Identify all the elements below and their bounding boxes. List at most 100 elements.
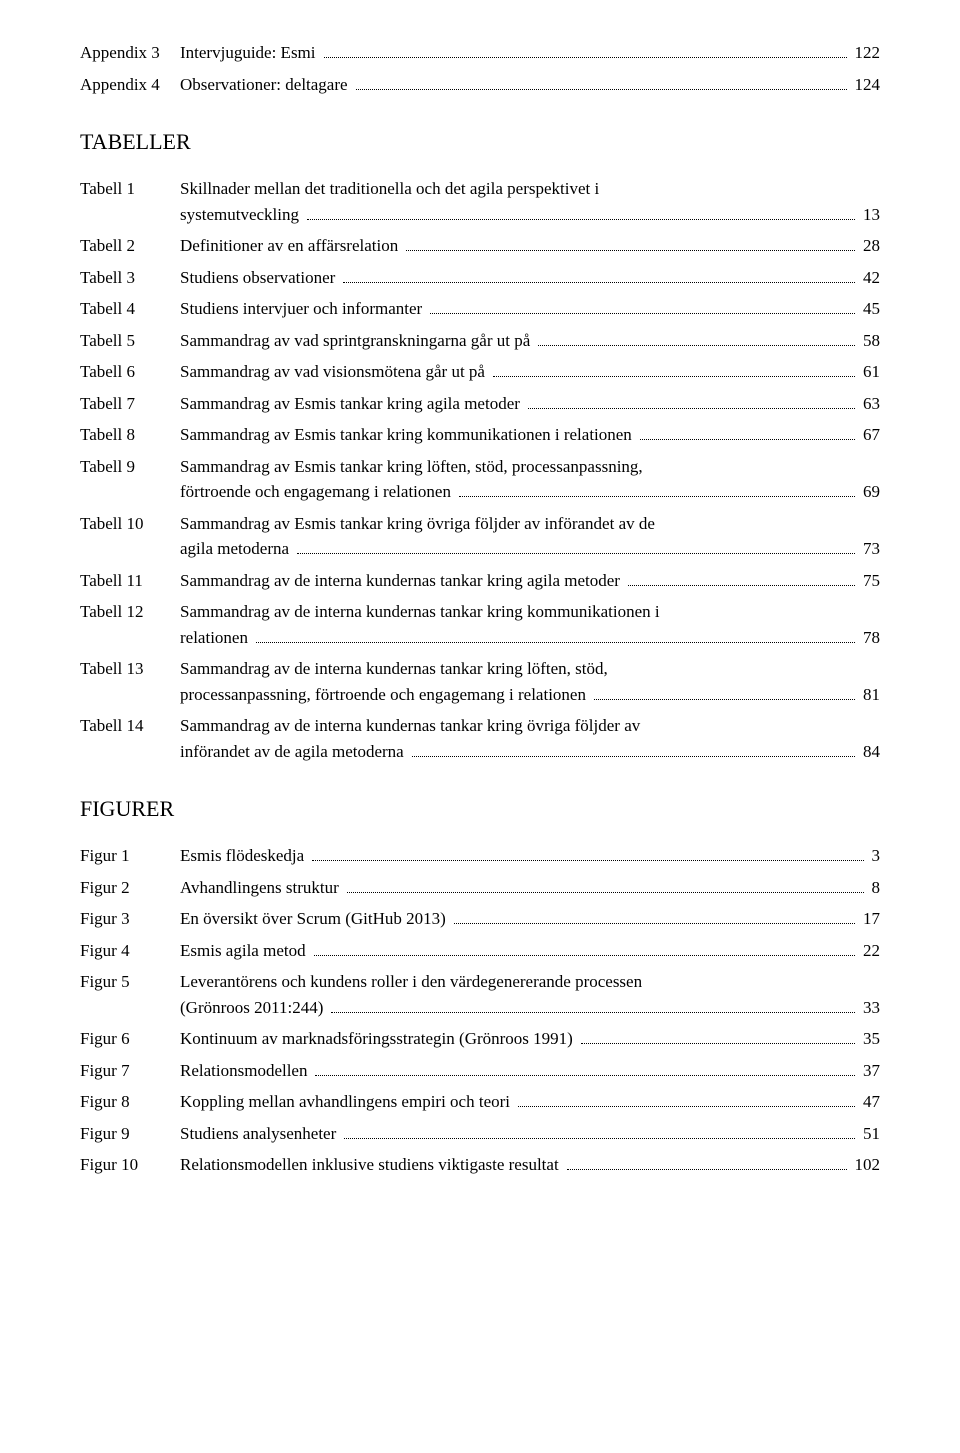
toc-label: Figur 8 xyxy=(80,1089,180,1115)
toc-leader xyxy=(594,699,855,700)
toc-row: Figur 2Avhandlingens struktur8 xyxy=(80,875,880,901)
toc-row: Tabell 13Sammandrag av de interna kunder… xyxy=(80,656,880,707)
toc-desc-line2-wrap: införandet av de agila metoderna 84 xyxy=(180,739,880,765)
toc-label: Tabell 13 xyxy=(80,656,180,682)
toc-leader xyxy=(331,1012,855,1013)
toc-leader xyxy=(343,282,855,283)
toc-label: Figur 3 xyxy=(80,906,180,932)
toc-leader xyxy=(454,923,855,924)
toc-row: Figur 4Esmis agila metod22 xyxy=(80,938,880,964)
toc-page: 124 xyxy=(851,72,881,98)
toc-page: 51 xyxy=(859,1121,880,1147)
toc-desc-line1: Sammandrag av de interna kundernas tanka… xyxy=(180,656,880,682)
toc-row: Figur 3En översikt över Scrum (GitHub 20… xyxy=(80,906,880,932)
toc-desc-wrap: Esmis flödeskedja3 xyxy=(180,843,880,869)
toc-desc-wrap: Sammandrag av vad visionsmötena går ut p… xyxy=(180,359,880,385)
toc-label: Tabell 7 xyxy=(80,391,180,417)
toc-desc: Relationsmodellen xyxy=(180,1058,311,1084)
toc-desc: Studiens observationer xyxy=(180,265,339,291)
toc-label: Figur 1 xyxy=(80,843,180,869)
toc-page: 45 xyxy=(859,296,880,322)
toc-leader xyxy=(567,1169,847,1170)
toc-desc-wrap: Sammandrag av de interna kundernas tanka… xyxy=(180,599,880,650)
toc-desc-line2-wrap: systemutveckling13 xyxy=(180,202,880,228)
toc-label: Tabell 3 xyxy=(80,265,180,291)
toc-page: 28 xyxy=(859,233,880,259)
toc-leader xyxy=(640,439,855,440)
toc-page: 84 xyxy=(859,739,880,765)
toc-desc-line2: processanpassning, förtroende och engage… xyxy=(180,682,590,708)
toc-desc: Relationsmodellen inklusive studiens vik… xyxy=(180,1152,563,1178)
toc-leader xyxy=(356,89,847,90)
toc-leader xyxy=(307,219,855,220)
toc-page: 13 xyxy=(859,202,880,228)
toc-desc: Sammandrag av vad visionsmötena går ut p… xyxy=(180,359,489,385)
figurer-list: Figur 1Esmis flödeskedja3 Figur 2Avhandli… xyxy=(80,843,880,1178)
toc-page: 69 xyxy=(859,479,880,505)
toc-desc: Sammandrag av de interna kundernas tanka… xyxy=(180,568,624,594)
toc-leader xyxy=(493,376,855,377)
toc-desc-wrap: Avhandlingens struktur8 xyxy=(180,875,880,901)
toc-leader xyxy=(344,1138,855,1139)
toc-desc-wrap: En översikt över Scrum (GitHub 2013)17 xyxy=(180,906,880,932)
toc-row: Figur 8Koppling mellan avhandlingens emp… xyxy=(80,1089,880,1115)
toc-page: 3 xyxy=(868,843,881,869)
toc-page: 33 xyxy=(859,995,880,1021)
toc-page: 17 xyxy=(859,906,880,932)
toc-leader xyxy=(581,1043,855,1044)
toc-desc-line2-wrap: (Grönroos 2011:244) 33 xyxy=(180,995,880,1021)
appendix-list: Appendix 3 Intervjuguide: Esmi 122 Appen… xyxy=(80,40,880,97)
toc-page: 122 xyxy=(851,40,881,66)
toc-desc-wrap: Definitioner av en affärsrelation28 xyxy=(180,233,880,259)
toc-page: 58 xyxy=(859,328,880,354)
toc-page: 37 xyxy=(859,1058,880,1084)
toc-desc: Sammandrag av Esmis tankar kring kommuni… xyxy=(180,422,636,448)
toc-page: 78 xyxy=(859,625,880,651)
toc-desc-wrap: Sammandrag av Esmis tankar kring agila m… xyxy=(180,391,880,417)
toc-desc-wrap: Sammandrag av de interna kundernas tanka… xyxy=(180,656,880,707)
toc-desc-line1: Skillnader mellan det traditionella och … xyxy=(180,176,880,202)
toc-desc-wrap: Sammandrag av Esmis tankar kring övriga … xyxy=(180,511,880,562)
toc-row: Tabell 7Sammandrag av Esmis tankar kring… xyxy=(80,391,880,417)
toc-desc-wrap: Sammandrag av de interna kundernas tanka… xyxy=(180,713,880,764)
toc-row: Figur 9Studiens analysenheter51 xyxy=(80,1121,880,1147)
toc-row: Tabell 14Sammandrag av de interna kunder… xyxy=(80,713,880,764)
toc-label: Tabell 4 xyxy=(80,296,180,322)
toc-leader xyxy=(347,892,864,893)
toc-desc: Sammandrag av vad sprintgranskningarna g… xyxy=(180,328,534,354)
toc-row: Tabell 5Sammandrag av vad sprintgranskni… xyxy=(80,328,880,354)
heading-tabeller: TABELLER xyxy=(80,125,880,158)
toc-desc-line2: införandet av de agila metoderna xyxy=(180,739,408,765)
toc-desc-line1: Sammandrag av de interna kundernas tanka… xyxy=(180,713,880,739)
toc-desc-wrap: Studiens analysenheter51 xyxy=(180,1121,880,1147)
toc-desc-wrap: Intervjuguide: Esmi 122 xyxy=(180,40,880,66)
toc-row: Figur 1Esmis flödeskedja3 xyxy=(80,843,880,869)
toc-desc-wrap: Koppling mellan avhandlingens empiri och… xyxy=(180,1089,880,1115)
toc-row: Tabell 1Skillnader mellan det traditione… xyxy=(80,176,880,227)
toc-label: Appendix 3 xyxy=(80,40,180,66)
toc-desc-wrap: Studiens observationer 42 xyxy=(180,265,880,291)
toc-label: Tabell 5 xyxy=(80,328,180,354)
toc-leader xyxy=(312,860,863,861)
toc-label: Figur 7 xyxy=(80,1058,180,1084)
toc-desc-line1: Sammandrag av Esmis tankar kring övriga … xyxy=(180,511,880,537)
toc-page: 42 xyxy=(859,265,880,291)
toc-leader xyxy=(297,553,855,554)
toc-row: Appendix 4 Observationer: deltagare 124 xyxy=(80,72,880,98)
toc-label: Tabell 1 xyxy=(80,176,180,202)
toc-desc: Studiens intervjuer och informanter xyxy=(180,296,426,322)
toc-label: Tabell 6 xyxy=(80,359,180,385)
toc-desc: Esmis agila metod xyxy=(180,938,310,964)
toc-label: Figur 6 xyxy=(80,1026,180,1052)
toc-leader xyxy=(538,345,855,346)
toc-desc-wrap: Studiens intervjuer och informanter 45 xyxy=(180,296,880,322)
toc-row: Figur 7Relationsmodellen 37 xyxy=(80,1058,880,1084)
toc-desc-line1: Leverantörens och kundens roller i den v… xyxy=(180,969,880,995)
toc-desc-line1: Sammandrag av Esmis tankar kring löften,… xyxy=(180,454,880,480)
toc-desc-line2-wrap: förtroende och engagemang i relationen69 xyxy=(180,479,880,505)
toc-desc: Avhandlingens struktur xyxy=(180,875,343,901)
toc-row: Figur 10Relationsmodellen inklusive stud… xyxy=(80,1152,880,1178)
toc-leader xyxy=(528,408,855,409)
toc-desc-line2: (Grönroos 2011:244) xyxy=(180,995,327,1021)
toc-row: Tabell 2Definitioner av en affärsrelatio… xyxy=(80,233,880,259)
